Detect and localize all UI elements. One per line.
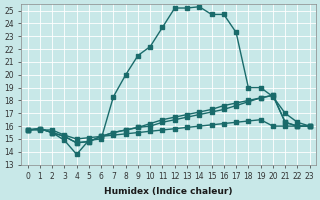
X-axis label: Humidex (Indice chaleur): Humidex (Indice chaleur) bbox=[104, 187, 233, 196]
